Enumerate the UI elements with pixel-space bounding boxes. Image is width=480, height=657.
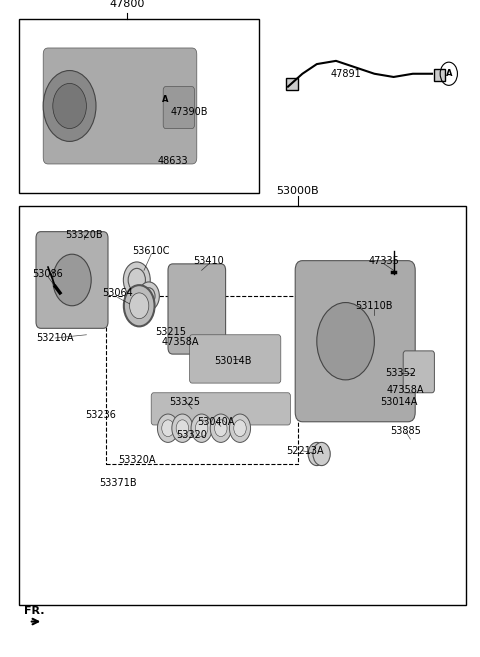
Text: 47891: 47891 xyxy=(330,69,361,79)
Circle shape xyxy=(176,420,189,437)
Text: 47390B: 47390B xyxy=(171,108,208,118)
Text: A: A xyxy=(445,69,452,78)
Text: 47800: 47800 xyxy=(109,0,145,9)
Circle shape xyxy=(162,420,174,437)
Circle shape xyxy=(234,420,246,437)
Circle shape xyxy=(128,268,145,292)
Text: 47358A: 47358A xyxy=(161,338,199,348)
Text: 53014B: 53014B xyxy=(214,355,252,365)
Text: 53210A: 53210A xyxy=(36,333,74,343)
Text: 53885: 53885 xyxy=(390,426,421,436)
Circle shape xyxy=(313,442,330,466)
FancyBboxPatch shape xyxy=(295,261,415,422)
FancyBboxPatch shape xyxy=(168,264,226,354)
Text: 53325: 53325 xyxy=(169,397,200,407)
FancyBboxPatch shape xyxy=(403,351,434,393)
Circle shape xyxy=(215,420,227,437)
Circle shape xyxy=(53,254,91,306)
Text: 47335: 47335 xyxy=(369,256,399,265)
FancyBboxPatch shape xyxy=(151,393,290,425)
Text: 53410: 53410 xyxy=(193,256,224,265)
Text: 53320A: 53320A xyxy=(118,455,156,465)
Circle shape xyxy=(123,262,150,298)
Circle shape xyxy=(195,420,208,437)
FancyBboxPatch shape xyxy=(36,232,108,328)
FancyBboxPatch shape xyxy=(43,48,197,164)
Circle shape xyxy=(308,442,325,466)
Text: 53110B: 53110B xyxy=(356,301,393,311)
Text: 53371B: 53371B xyxy=(99,478,136,488)
Circle shape xyxy=(191,414,212,442)
Text: 53086: 53086 xyxy=(33,269,63,279)
Text: 47358A: 47358A xyxy=(387,384,424,395)
Circle shape xyxy=(229,414,251,442)
Text: 53352: 53352 xyxy=(385,369,416,378)
Circle shape xyxy=(53,83,86,129)
Circle shape xyxy=(43,70,96,141)
Text: 48633: 48633 xyxy=(157,156,188,166)
Text: 53000B: 53000B xyxy=(276,186,319,196)
Text: 53040A: 53040A xyxy=(197,417,235,427)
Text: 53215: 53215 xyxy=(155,327,186,336)
FancyBboxPatch shape xyxy=(434,68,445,81)
Circle shape xyxy=(124,285,155,327)
Text: 53236: 53236 xyxy=(85,411,116,420)
Text: 53320B: 53320B xyxy=(65,230,103,240)
Circle shape xyxy=(317,302,374,380)
Circle shape xyxy=(143,288,155,304)
Text: 53064: 53064 xyxy=(102,288,133,298)
Text: 53610C: 53610C xyxy=(132,246,170,256)
FancyBboxPatch shape xyxy=(163,87,194,129)
Text: 53320: 53320 xyxy=(177,430,207,440)
Text: A: A xyxy=(162,95,169,104)
FancyBboxPatch shape xyxy=(190,335,281,383)
Text: 53014A: 53014A xyxy=(380,397,417,407)
Text: FR.: FR. xyxy=(24,606,45,616)
Circle shape xyxy=(138,282,159,310)
Circle shape xyxy=(172,414,193,442)
FancyBboxPatch shape xyxy=(286,78,298,90)
Text: 52213A: 52213A xyxy=(286,445,324,456)
Circle shape xyxy=(210,414,231,442)
Circle shape xyxy=(130,293,149,319)
Circle shape xyxy=(157,414,179,442)
